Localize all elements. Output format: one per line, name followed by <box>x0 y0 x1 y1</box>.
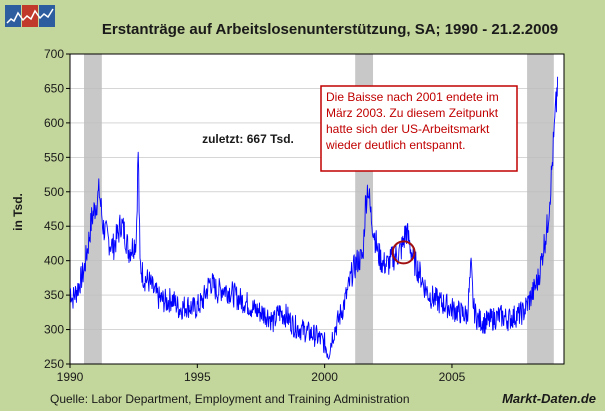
callout-box: Die Baisse nach 2001 endete im März 2003… <box>320 85 518 172</box>
y-tick-label: 700 <box>44 47 64 61</box>
highlight-circle <box>391 240 416 265</box>
recession-band <box>84 54 102 364</box>
x-tick-label: 2005 <box>439 370 466 384</box>
brand-label: Markt-Daten.de <box>502 391 596 406</box>
y-tick-label: 250 <box>44 357 64 371</box>
y-tick-label: 450 <box>44 219 64 233</box>
series-line <box>69 76 559 360</box>
source-note: Quelle: Labor Department, Employment and… <box>50 392 410 406</box>
y-tick-label: 350 <box>44 288 64 302</box>
callout-line-3: hatte sich der US-Arbeitsmarkt <box>326 122 490 136</box>
y-tick-label: 550 <box>44 150 64 164</box>
plot-border <box>69 53 565 365</box>
latest-value-annotation: zuletzt: 667 Tsd. <box>202 132 294 146</box>
y-tick-label: 500 <box>44 185 64 199</box>
y-tick-label: 650 <box>44 81 64 95</box>
y-tick-label: 300 <box>44 323 64 337</box>
y-axis-label: in Tsd. <box>11 193 25 231</box>
logo-icon <box>5 5 55 32</box>
y-tick-label: 400 <box>44 254 64 268</box>
x-tick-label: 1995 <box>184 370 211 384</box>
callout-line-4: wieder deutlich entspannt. <box>325 138 465 152</box>
chart-title: Erstanträge auf Arbeitslosenunterstützun… <box>102 21 558 38</box>
callout-line-2: März 2003. Zu diesem Zeitpunkt <box>326 106 499 120</box>
x-tick-label: 2000 <box>311 370 338 384</box>
callout-line-1: Die Baisse nach 2001 endete im <box>326 90 499 104</box>
y-tick-label: 600 <box>44 116 64 130</box>
x-tick-label: 1990 <box>57 370 84 384</box>
